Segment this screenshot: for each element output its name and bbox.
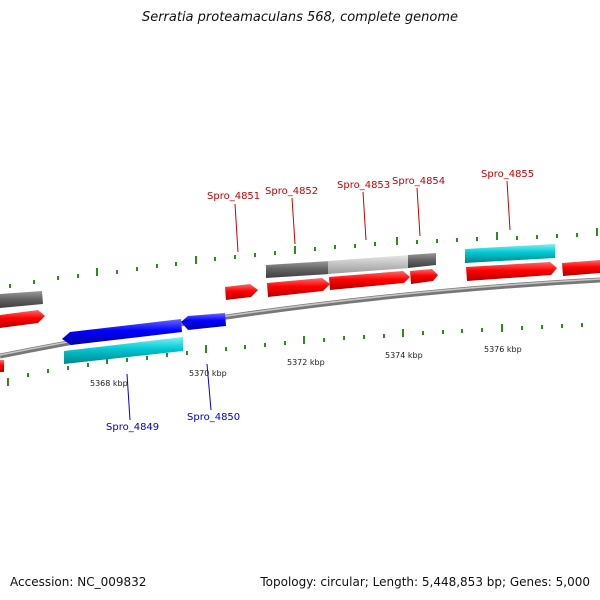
forward-gene [466,262,557,281]
forward-gene [0,360,4,372]
light-gray-feature [328,255,410,274]
gene-label: Spro_4855 [481,169,534,180]
feature-track-cyan [64,244,555,364]
gene-label-leaders [126,180,511,421]
forward-gene-track [0,260,600,372]
gray-feature [0,291,43,308]
gene-label: Spro_4853 [337,180,390,191]
cyan-feature [64,337,183,364]
reverse-gene-track [62,313,226,345]
tick-label: 5374 kbp [385,351,423,360]
gray-feature [408,253,436,268]
map-title: Serratia proteamaculans 568, complete ge… [141,10,459,25]
gene-label: Spro_4852 [265,186,318,197]
tick-label: 5368 kbp [90,379,128,388]
forward-gene [0,310,45,328]
forward-gene [410,269,438,284]
forward-gene [225,284,258,300]
gray-feature [266,261,330,278]
tick-label: 5372 kbp [287,358,325,367]
gene-label: Spro_4851 [207,191,260,202]
accession-label: Accession: NC_009832 [10,575,147,589]
gene-label: Spro_4850 [187,412,240,423]
reverse-gene [62,319,182,345]
genome-stats-label: Topology: circular; Length: 5,448,853 bp… [260,575,590,589]
forward-gene [329,271,410,290]
forward-gene [267,278,330,297]
gene-label: Spro_4849 [106,422,159,433]
reverse-gene [181,313,226,330]
gene-label: Spro_4854 [392,176,445,187]
forward-gene [562,260,600,276]
tick-label: 5376 kbp [484,345,522,354]
feature-track-gray [0,253,436,308]
cyan-feature [465,244,555,263]
outer-tick-track [9,228,598,288]
